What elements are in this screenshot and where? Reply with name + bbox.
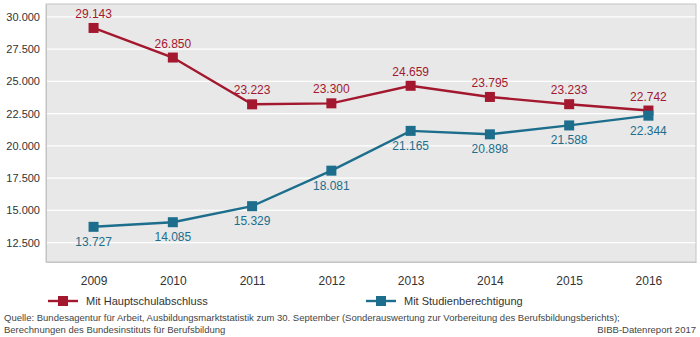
plot-frame (46, 4, 696, 262)
chart-container: 12.500 15.000 17.500 20.000 22.500 25.000 27.5… (0, 0, 700, 337)
series-marker (326, 98, 336, 108)
y-tick: 30.000 (6, 11, 46, 23)
x-tick: 2010 (160, 262, 187, 288)
legend-label: Mit Hauptschulabschluss (86, 295, 208, 307)
y-tick: 20.000 (6, 140, 46, 152)
grid (46, 17, 696, 243)
y-axis: 12.500 15.000 17.500 20.000 22.500 25.000 27.5… (6, 5, 46, 263)
data-label: 15.329 (234, 214, 271, 228)
marks (89, 23, 654, 232)
series-marker (326, 166, 336, 176)
source-text: Berechnungen des Bundesinstituts für Ber… (4, 324, 225, 335)
data-label: 29.143 (75, 7, 112, 21)
series-marker (168, 217, 178, 227)
series-marker (485, 129, 495, 139)
data-label: 23.233 (551, 83, 588, 97)
data-label: 22.344 (630, 124, 667, 138)
credit-text: BIBB-Datenreport 2017 (597, 324, 696, 335)
series-marker (406, 126, 416, 136)
chart-svg: 12.500 15.000 17.500 20.000 22.500 25.000 27.5… (0, 0, 700, 337)
data-label: 18.081 (313, 179, 350, 193)
x-tick: 2013 (398, 262, 425, 288)
legend: Mit Hauptschulabschluss Mit Studienberech… (48, 295, 523, 307)
series-marker (485, 92, 495, 102)
x-tick-label: 2011 (240, 274, 266, 288)
source-text: Quelle: Bundesagentur für Arbeit, Ausbil… (4, 312, 620, 323)
grid-line (46, 81, 696, 82)
y-tick-label: 17.500 (6, 172, 40, 184)
series-line (94, 116, 649, 227)
legend-item: Mit Hauptschulabschluss (48, 295, 208, 307)
y-tick: 15.000 (6, 204, 46, 216)
series-marker (564, 120, 574, 130)
data-label: 26.850 (154, 37, 191, 51)
y-tick: 25.000 (6, 75, 46, 87)
x-axis: 2009 2010 2011 2012 2013 2014 2015 2016 (47, 262, 697, 288)
data-label: 23.300 (313, 82, 350, 96)
data-labels: 29.143 26.850 23.223 23.300 24.659 23.795 23.2… (75, 7, 667, 249)
y-tick-label: 27.500 (6, 43, 40, 55)
x-tick-label: 2013 (398, 274, 425, 288)
x-tick: 2011 (240, 262, 266, 288)
x-axis-line (47, 262, 697, 263)
grid-line (46, 145, 696, 146)
x-tick-label: 2014 (477, 274, 504, 288)
data-label: 20.898 (472, 142, 509, 156)
plot-background (46, 4, 696, 262)
grid-line (46, 16, 696, 17)
legend-marker (376, 296, 386, 306)
x-tick: 2009 (81, 262, 108, 288)
data-label: 22.742 (630, 90, 667, 104)
series-marker (247, 201, 257, 211)
series-marker (564, 99, 574, 109)
data-label: 23.223 (234, 83, 271, 97)
x-tick: 2014 (477, 262, 504, 288)
y-tick-label: 30.000 (6, 11, 40, 23)
x-tick: 2016 (636, 262, 663, 288)
data-label: 21.588 (551, 133, 588, 147)
x-tick-label: 2010 (160, 274, 187, 288)
y-tick: 12.500 (6, 237, 46, 249)
data-label: 24.659 (392, 65, 429, 79)
series-marker (168, 53, 178, 63)
x-tick-label: 2016 (636, 274, 663, 288)
y-tick-label: 22.500 (6, 108, 40, 120)
y-tick: 17.500 (6, 172, 46, 184)
data-label: 21.165 (392, 139, 429, 153)
y-axis-line (46, 5, 47, 263)
grid-line (46, 113, 696, 114)
x-tick-label: 2009 (81, 274, 108, 288)
grid-line (46, 178, 696, 179)
data-label: 23.795 (472, 76, 509, 90)
data-label: 14.085 (154, 230, 191, 244)
x-tick: 2012 (319, 262, 346, 288)
legend-label: Mit Studienberechtigung (404, 295, 523, 307)
y-tick: 27.500 (6, 43, 46, 55)
grid-line (46, 49, 696, 50)
series-marker (247, 99, 257, 109)
series-marker (89, 222, 99, 232)
legend-marker (58, 296, 68, 306)
x-tick-label: 2012 (319, 274, 346, 288)
grid-line (46, 242, 696, 243)
x-tick: 2015 (556, 262, 583, 288)
y-tick-label: 15.000 (6, 204, 40, 216)
series-line (94, 28, 649, 111)
legend-item: Mit Studienberechtigung (366, 295, 523, 307)
series-marker (643, 111, 653, 121)
grid-line (46, 210, 696, 211)
y-tick-label: 20.000 (6, 140, 40, 152)
y-tick-label: 12.500 (6, 237, 40, 249)
x-tick-label: 2015 (556, 274, 583, 288)
y-tick: 22.500 (6, 108, 46, 120)
series-marker (89, 23, 99, 33)
y-tick-label: 25.000 (6, 75, 40, 87)
data-label: 13.727 (75, 235, 112, 249)
series-marker (406, 81, 416, 91)
